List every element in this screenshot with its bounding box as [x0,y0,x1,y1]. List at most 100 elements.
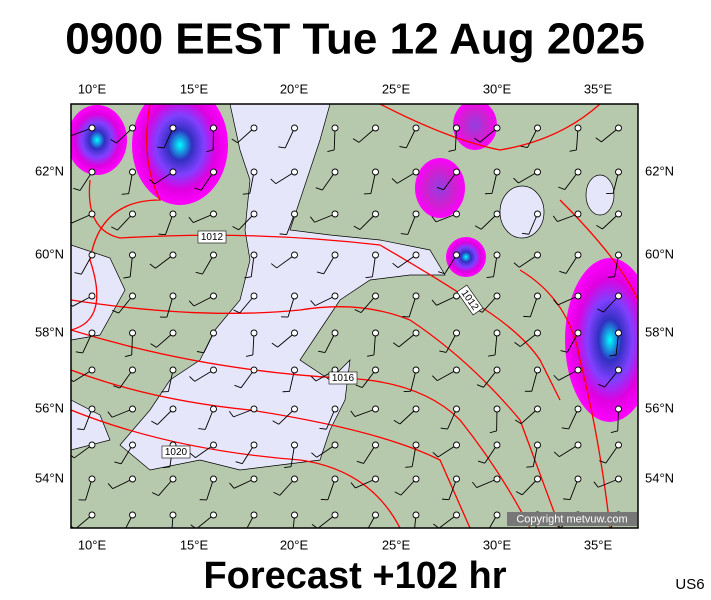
station [88,124,96,132]
barb-staff [564,171,579,190]
lat-label: 54°N [645,470,674,485]
station [250,441,258,449]
station [250,210,258,218]
station [88,329,96,337]
station [453,441,460,449]
barb-flag [593,481,599,488]
barb-flag [392,342,400,348]
barb-flag [393,419,401,425]
barb-staff [252,332,255,355]
station [574,251,582,259]
barb-flag [198,428,206,430]
isobar-label-text: 1020 [165,447,188,458]
barb-staff [131,332,133,356]
barb-staff [557,213,579,222]
barb-flag [597,308,604,313]
barb-flag [472,481,478,488]
barb-flag [150,343,157,348]
station [250,251,258,259]
barb-flag [315,187,323,191]
station [88,475,96,483]
barb-flag [162,466,170,469]
station [412,168,420,176]
barb-flag [559,270,567,274]
barb-staff [119,369,133,389]
barb-flag [189,376,195,382]
station [88,168,96,176]
barb-flag [431,215,437,223]
barb-flag [526,466,534,468]
barb-staff [233,478,255,489]
barb-flag [278,146,286,149]
barb-flag [477,460,485,464]
barb-staff [488,514,498,528]
barb-flag [71,525,75,528]
barb-staff [480,213,498,230]
barb-staff [569,478,579,500]
station [574,475,582,483]
barb-staff [117,213,133,231]
barb-flag [110,138,117,144]
barb-staff [566,332,579,353]
station [169,405,177,413]
map [71,104,638,534]
barb-flag [233,309,241,314]
station [412,292,420,300]
station [250,124,258,132]
station [291,475,298,483]
barb-flag [563,498,571,500]
title: 0900 EEST Tue 12 Aug 2025 [65,15,645,64]
barb-flag [439,350,447,353]
station [331,405,339,413]
barb-flag [316,271,324,275]
barb-staff [518,171,538,184]
barb-staff [355,478,376,489]
station [372,366,379,374]
station [169,475,177,483]
barb-staff [399,408,417,425]
barb-flag [599,460,607,464]
lon-label: 35°E [584,81,613,96]
sea [119,104,446,471]
station [534,168,541,176]
isobar-label-box [456,284,484,316]
barb-staff [604,369,619,388]
station [291,292,298,300]
lon-label: 20°E [280,537,309,552]
barb-staff [361,369,376,388]
barb-flag [600,532,607,534]
station [129,366,136,374]
station [372,168,379,176]
barb-staff [163,127,174,149]
station [412,441,420,449]
barb-flag [521,232,529,235]
barb-flag [206,149,214,153]
lat-label: 62°N [35,163,64,178]
barb-staff [354,408,376,417]
station [372,511,379,519]
station [372,405,379,413]
lon-label: 30°E [483,81,512,96]
station [129,441,136,449]
isobar-label: 1012 [197,230,227,244]
barb-staff [363,444,376,464]
station [493,366,501,374]
barb-flag [440,427,448,430]
barb-staff [445,332,457,353]
barb-flag [116,533,123,534]
footer-code: US6 [675,576,704,593]
barb-staff [125,514,133,528]
station [129,292,136,300]
barb-staff [407,213,417,235]
station [250,168,258,176]
barb-staff [85,478,93,501]
station [412,210,420,218]
station [291,441,298,449]
barb-flag [107,411,113,418]
barb-flag [195,271,203,275]
barb-staff [359,213,376,230]
rain [132,104,228,205]
barb-staff [476,478,498,489]
barb-staff [520,408,538,425]
barb-flag [71,304,73,307]
